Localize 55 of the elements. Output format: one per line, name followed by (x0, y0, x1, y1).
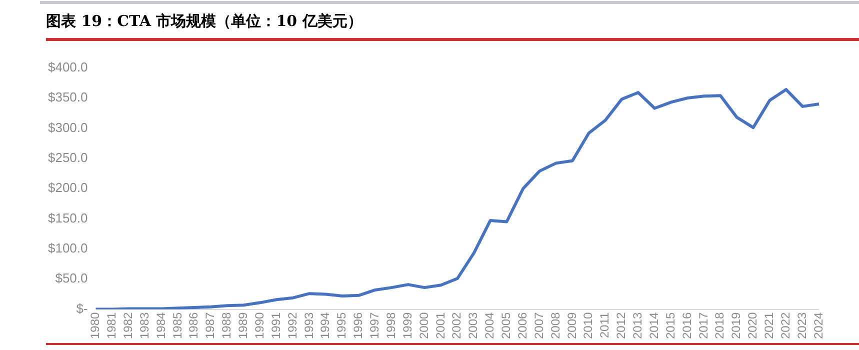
y-tick-label: $100.0 (48, 240, 88, 256)
y-tick-label: $300.0 (48, 120, 88, 135)
x-tick-label: 1985 (170, 312, 184, 340)
x-tick-label: 2013 (630, 312, 645, 340)
x-tick-label: 2020 (746, 312, 760, 340)
x-tick-label: 2021 (762, 312, 776, 340)
x-tick-label: 2005 (499, 312, 514, 340)
x-tick-label: 2011 (598, 312, 612, 338)
x-tick-label: 2000 (416, 312, 431, 340)
x-tick-label: 1984 (154, 312, 168, 340)
x-tick-label: 1980 (88, 312, 102, 340)
y-tick-label: $250.0 (48, 150, 88, 165)
x-tick-label: 2024 (811, 312, 826, 340)
y-tick-label: $400.0 (48, 59, 88, 74)
x-tick-label: 2016 (680, 312, 694, 340)
y-tick-label: $- (76, 300, 88, 316)
x-tick-label: 1995 (334, 312, 349, 340)
x-tick-label: 2015 (663, 312, 678, 340)
x-tick-label: 1992 (285, 312, 300, 340)
x-tick-label: 2008 (548, 312, 562, 340)
x-tick-label: 2018 (712, 312, 727, 340)
x-tick-label: 1998 (384, 312, 398, 340)
x-tick-label: 2022 (778, 312, 792, 340)
x-tick-label: 1997 (368, 312, 382, 340)
x-tick-label: 2003 (466, 312, 480, 340)
x-tick-label: 1987 (203, 312, 218, 340)
x-tick-label: 1988 (220, 312, 234, 340)
x-tick-label: 2012 (614, 312, 628, 340)
x-tick-label: 1990 (252, 312, 266, 340)
x-tick-label: 1986 (186, 312, 201, 340)
x-tick-label: 2004 (482, 312, 497, 340)
x-tick-label: 1991 (268, 312, 283, 340)
x-tick-label: 2002 (450, 312, 464, 340)
y-tick-label: $200.0 (48, 180, 88, 196)
x-tick-label: 1993 (302, 312, 316, 340)
x-tick-label: 1996 (351, 312, 366, 340)
x-tick-label: 2007 (532, 312, 546, 340)
x-tick-label: 1994 (318, 312, 332, 340)
x-tick-label: 1981 (104, 312, 119, 340)
x-tick-label: 2010 (581, 312, 596, 340)
x-tick-label: 1999 (400, 312, 414, 340)
x-tick-label: 1989 (236, 312, 250, 340)
x-tick-label: 1982 (120, 312, 135, 340)
chart-title: 图表 19：CTA 市场规模（单位：10 亿美元） (46, 12, 362, 31)
x-tick-label: 2017 (696, 312, 710, 340)
y-tick-label: $50.0 (55, 270, 88, 286)
x-tick-label: 2009 (564, 312, 579, 340)
x-tick-label: 2023 (794, 312, 809, 340)
x-tick-label: 2014 (646, 312, 661, 340)
x-tick-label: 2019 (729, 312, 744, 340)
x-tick-label: 2001 (433, 312, 448, 340)
y-tick-label: $150.0 (48, 210, 88, 226)
x-tick-label: 1983 (137, 312, 152, 340)
x-tick-label: 2006 (515, 312, 530, 340)
y-tick-label: $350.0 (48, 90, 88, 105)
